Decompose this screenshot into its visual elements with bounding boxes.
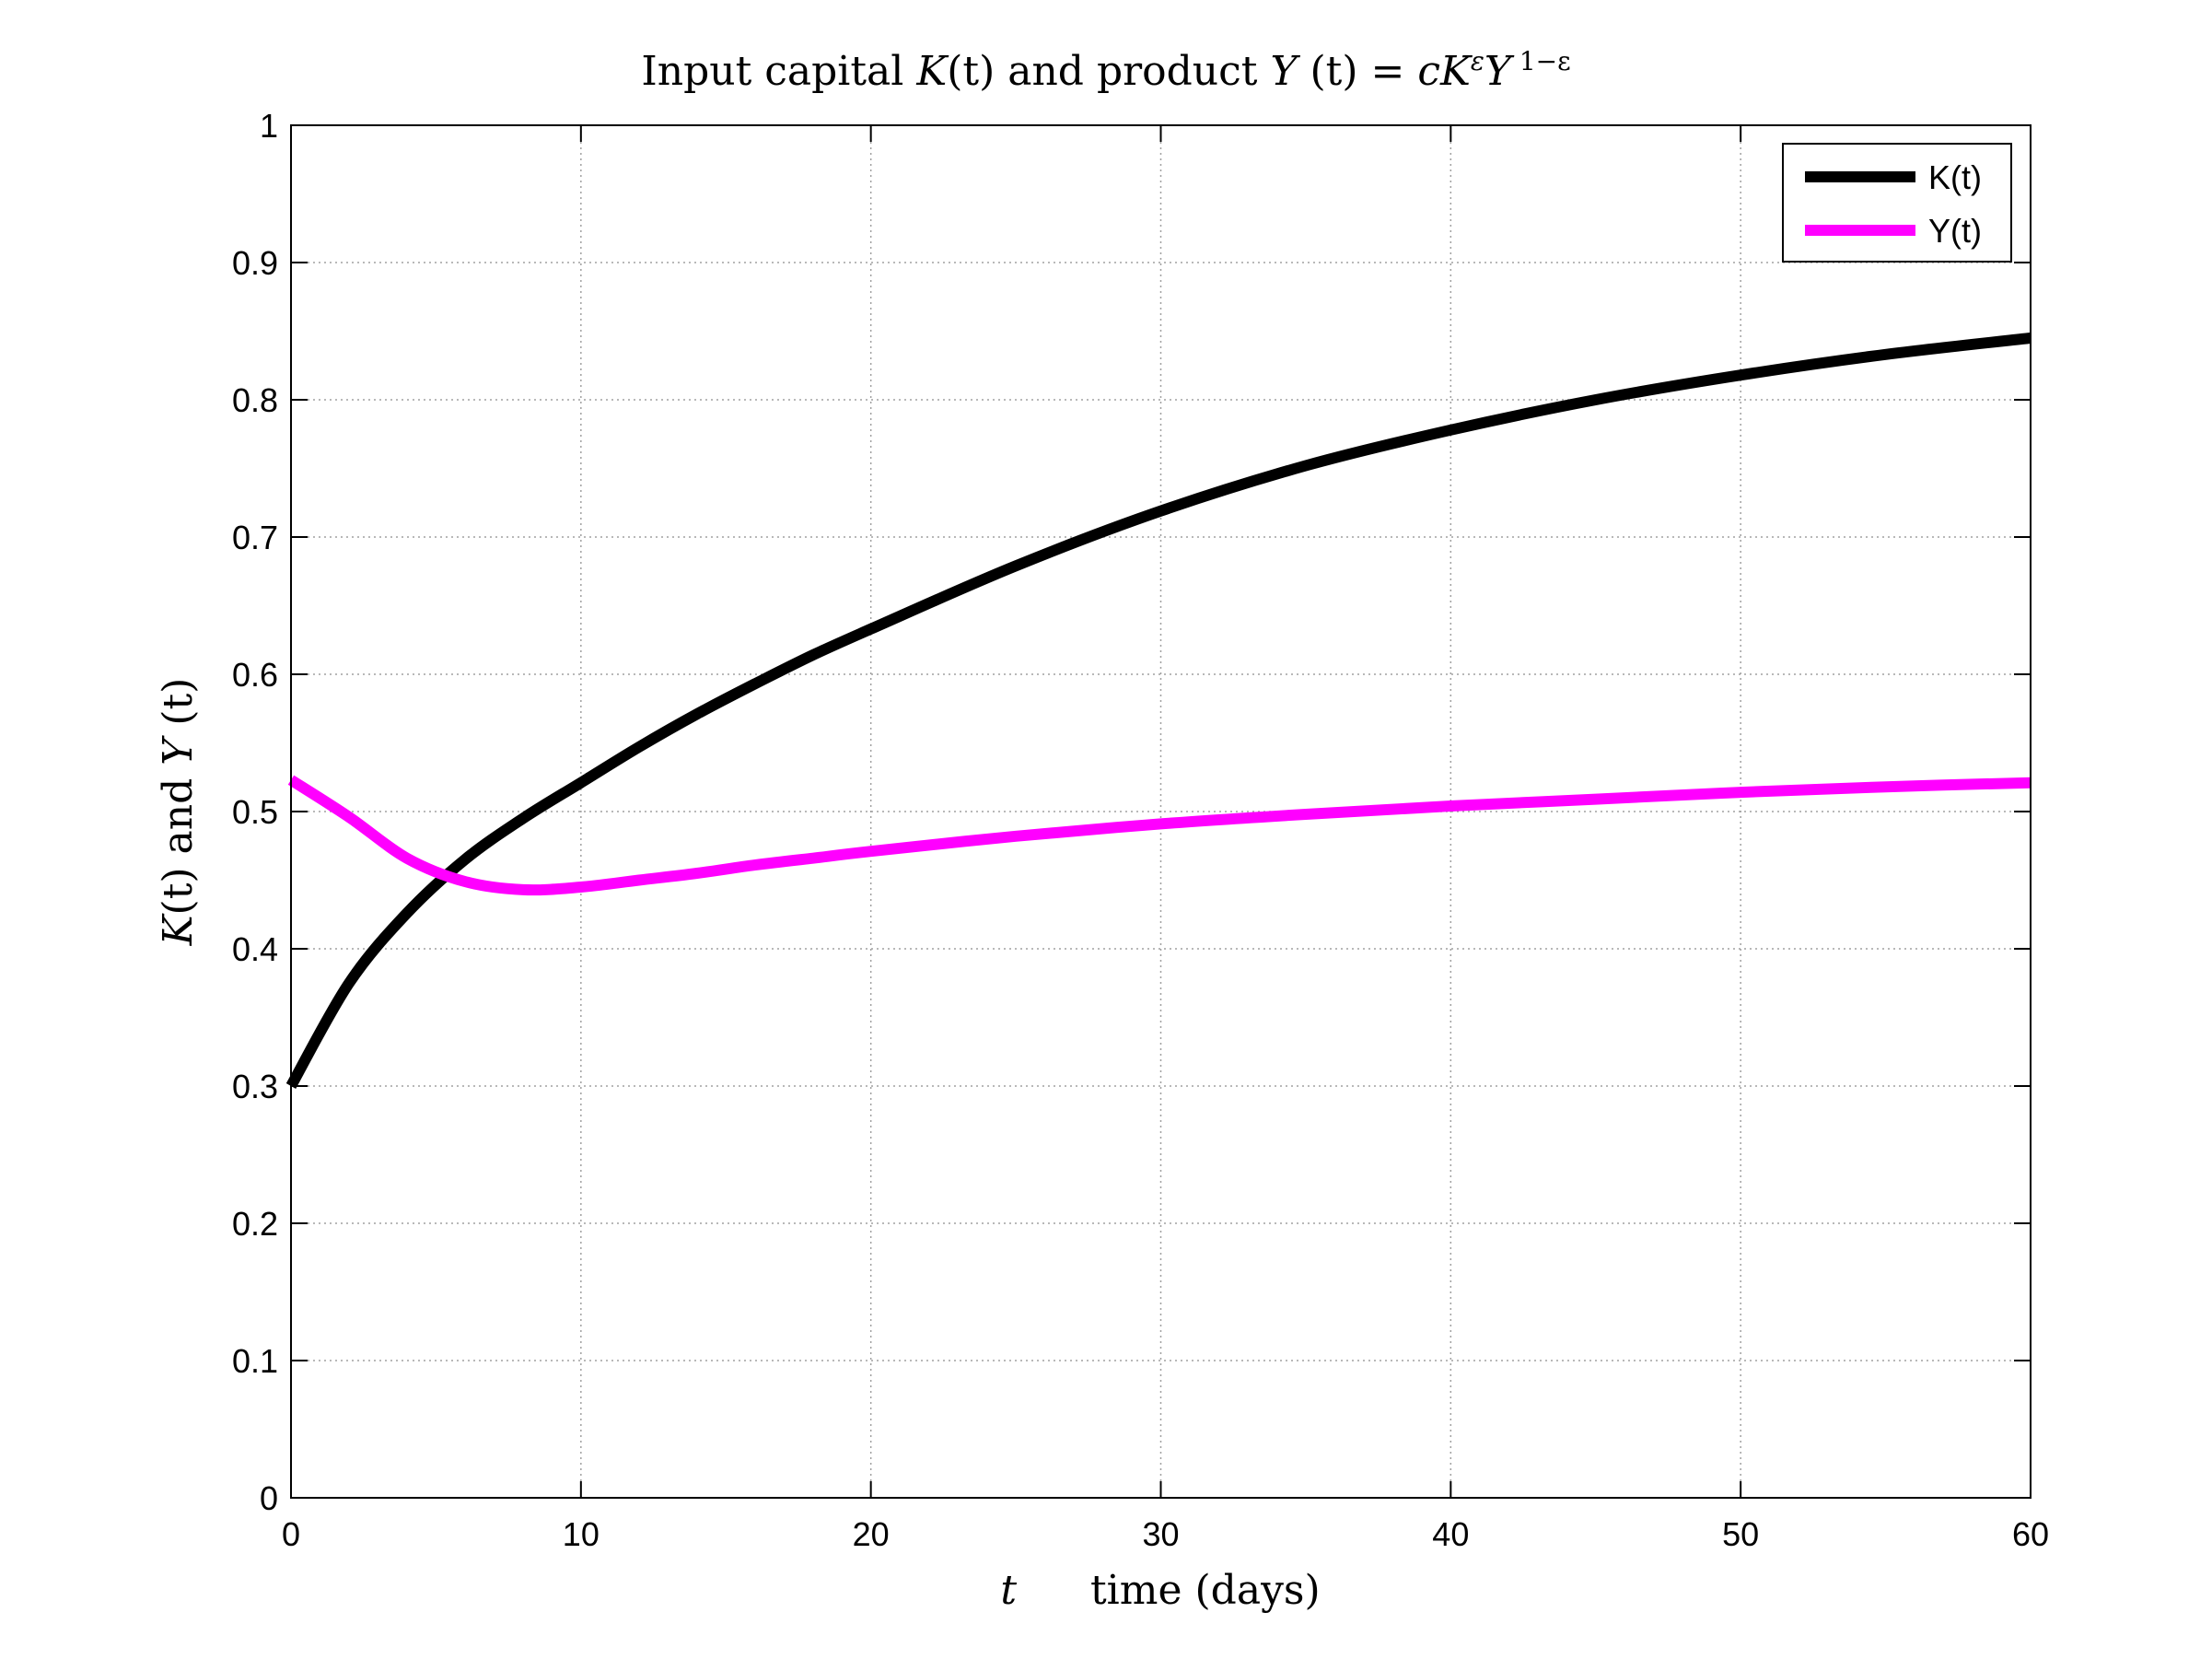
y-tick-label: 0.1 (232, 1342, 278, 1380)
x-tick-label: 40 (1432, 1515, 1469, 1553)
axes-box (290, 124, 2032, 1499)
y-tick-label: 0.6 (232, 656, 278, 694)
y-tick-labels: 0 0.1 0.2 0.3 0.4 0.5 0.6 0.7 0.8 0.9 1 (232, 107, 278, 1517)
y-tick-label: 1 (260, 107, 278, 145)
x-tick-label: 50 (1722, 1515, 1759, 1553)
x-tick-label: 10 (563, 1515, 600, 1553)
series-line-y (287, 775, 2032, 896)
x-tick-label: 60 (2012, 1515, 2049, 1553)
legend-label-y: Y(t) (1928, 212, 1982, 250)
x-axis-label: t time (days) (1000, 1567, 1320, 1614)
y-tick-label: 0.2 (232, 1205, 278, 1243)
x-tick-labels: 0 10 20 30 40 50 60 (282, 1515, 2049, 1553)
y-axis-label: K(t) and Y (t) (155, 678, 202, 947)
legend: K(t) Y(t) (1782, 143, 2012, 263)
legend-label-k: K(t) (1928, 158, 1982, 196)
x-tick-label: 20 (853, 1515, 890, 1553)
x-tick-label: 30 (1142, 1515, 1179, 1553)
series-line-k (285, 333, 2032, 1089)
series-layer (285, 333, 2032, 1089)
y-tick-label: 0.3 (232, 1068, 278, 1105)
y-tick-label: 0 (260, 1479, 278, 1517)
x-tick-label: 0 (282, 1515, 300, 1553)
y-tick-label: 0.4 (232, 930, 278, 968)
chart-title: Input capital K(t) and product Y (t) = c… (641, 46, 1570, 96)
legend-box (1782, 143, 2012, 263)
plot-area (285, 124, 2032, 1499)
y-tick-label: 0.9 (232, 244, 278, 282)
y-tick-label: 0.5 (232, 793, 278, 831)
y-tick-label: 0.8 (232, 381, 278, 419)
y-tick-label: 0.7 (232, 519, 278, 556)
